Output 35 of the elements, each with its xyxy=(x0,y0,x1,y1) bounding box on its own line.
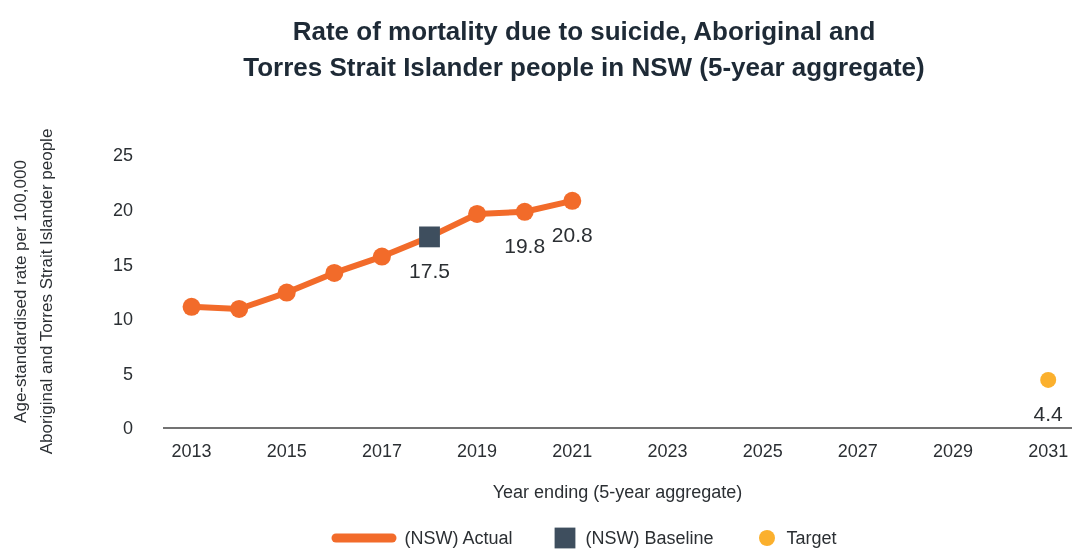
point xyxy=(325,263,344,282)
legend-label: Target xyxy=(786,527,837,549)
data-label: 19.8 xyxy=(504,233,546,257)
y-axis-title: Age-standardised rate per 100,000 Aboriginal and Torres Strait Islander people xyxy=(10,128,56,455)
legend-label: (NSW) Actual xyxy=(404,527,513,549)
point xyxy=(182,297,201,316)
y-tick-label: 5 xyxy=(122,363,133,384)
point xyxy=(1040,371,1057,388)
x-tick-label: 2023 xyxy=(647,440,688,461)
point xyxy=(468,204,487,223)
x-tick-label: 2025 xyxy=(742,440,783,461)
x-axis-title: Year ending (5-year aggregate) xyxy=(492,482,743,502)
chart-title: Rate of mortality due to suicide, Aboriginal and Torres Strait Islander people in NSW (5-year aggregate) xyxy=(242,15,926,84)
x-tick-label: 2027 xyxy=(837,440,878,461)
x-tick-label: 2031 xyxy=(1028,440,1069,461)
point xyxy=(563,191,582,210)
data-label: 4.4 xyxy=(1033,401,1064,425)
y-tick-label: 15 xyxy=(112,254,133,275)
x-tick-label: 2017 xyxy=(361,440,402,461)
data-label: 20.8 xyxy=(551,222,593,246)
y-tick-label: 20 xyxy=(112,199,133,220)
x-tick-label: 2019 xyxy=(457,440,498,461)
point xyxy=(277,283,296,302)
x-tick-label: 2015 xyxy=(266,440,307,461)
x-tick-label: 2029 xyxy=(933,440,974,461)
legend-label: (NSW) Baseline xyxy=(585,527,714,549)
y-tick-label: 0 xyxy=(122,418,133,439)
point xyxy=(515,202,534,221)
y-tick-label: 25 xyxy=(112,145,133,166)
y-tick-label: 10 xyxy=(112,309,133,330)
point xyxy=(230,299,249,318)
x-tick-label: 2021 xyxy=(552,440,593,461)
data-label: 17.5 xyxy=(409,258,450,282)
x-tick-label: 2013 xyxy=(171,440,212,461)
point xyxy=(372,247,391,266)
